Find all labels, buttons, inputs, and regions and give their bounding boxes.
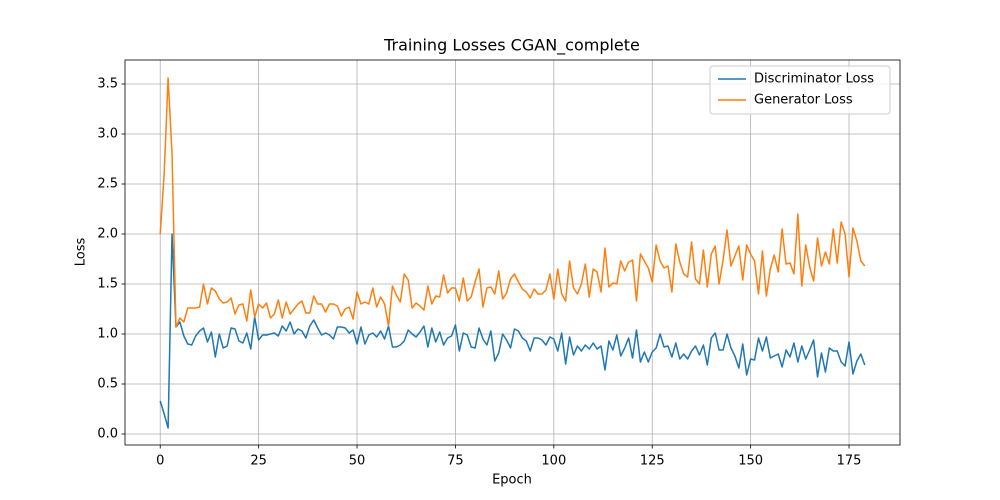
- series-line: [159, 233, 866, 429]
- x-axis-label: Epoch: [492, 473, 532, 488]
- y-tick-label: 1.0: [97, 327, 118, 342]
- y-axis-label: Loss: [74, 238, 89, 267]
- grid: [125, 60, 900, 445]
- y-tick-label: 0.5: [97, 377, 118, 392]
- chart-title: Training Losses CGAN_complete: [383, 36, 640, 56]
- series-line: [159, 77, 866, 328]
- y-tick-label: 3.5: [97, 77, 118, 92]
- legend-label: Discriminator Loss: [754, 72, 874, 87]
- x-tick-label: 25: [250, 454, 267, 469]
- x-tick-label: 50: [349, 454, 366, 469]
- x-tick-label: 0: [156, 454, 164, 469]
- y-tick-label: 2.5: [97, 177, 118, 192]
- legend: Discriminator Loss Generator Loss: [709, 65, 891, 115]
- y-tick-label: 1.5: [97, 277, 118, 292]
- axes-frame: [124, 59, 901, 446]
- y-tick-label: 2.0: [97, 227, 118, 242]
- x-tick-label: 175: [837, 454, 862, 469]
- legend-label: Generator Loss: [754, 93, 853, 108]
- x-tick-label: 100: [541, 454, 566, 469]
- x-tick-label: 75: [447, 454, 464, 469]
- y-tick-label: 3.0: [97, 127, 118, 142]
- plot-area: [159, 77, 866, 429]
- legend-box: [709, 65, 891, 115]
- x-tick-label: 125: [640, 454, 665, 469]
- x-tick-label: 150: [738, 454, 763, 469]
- y-tick-label: 0.0: [97, 427, 118, 442]
